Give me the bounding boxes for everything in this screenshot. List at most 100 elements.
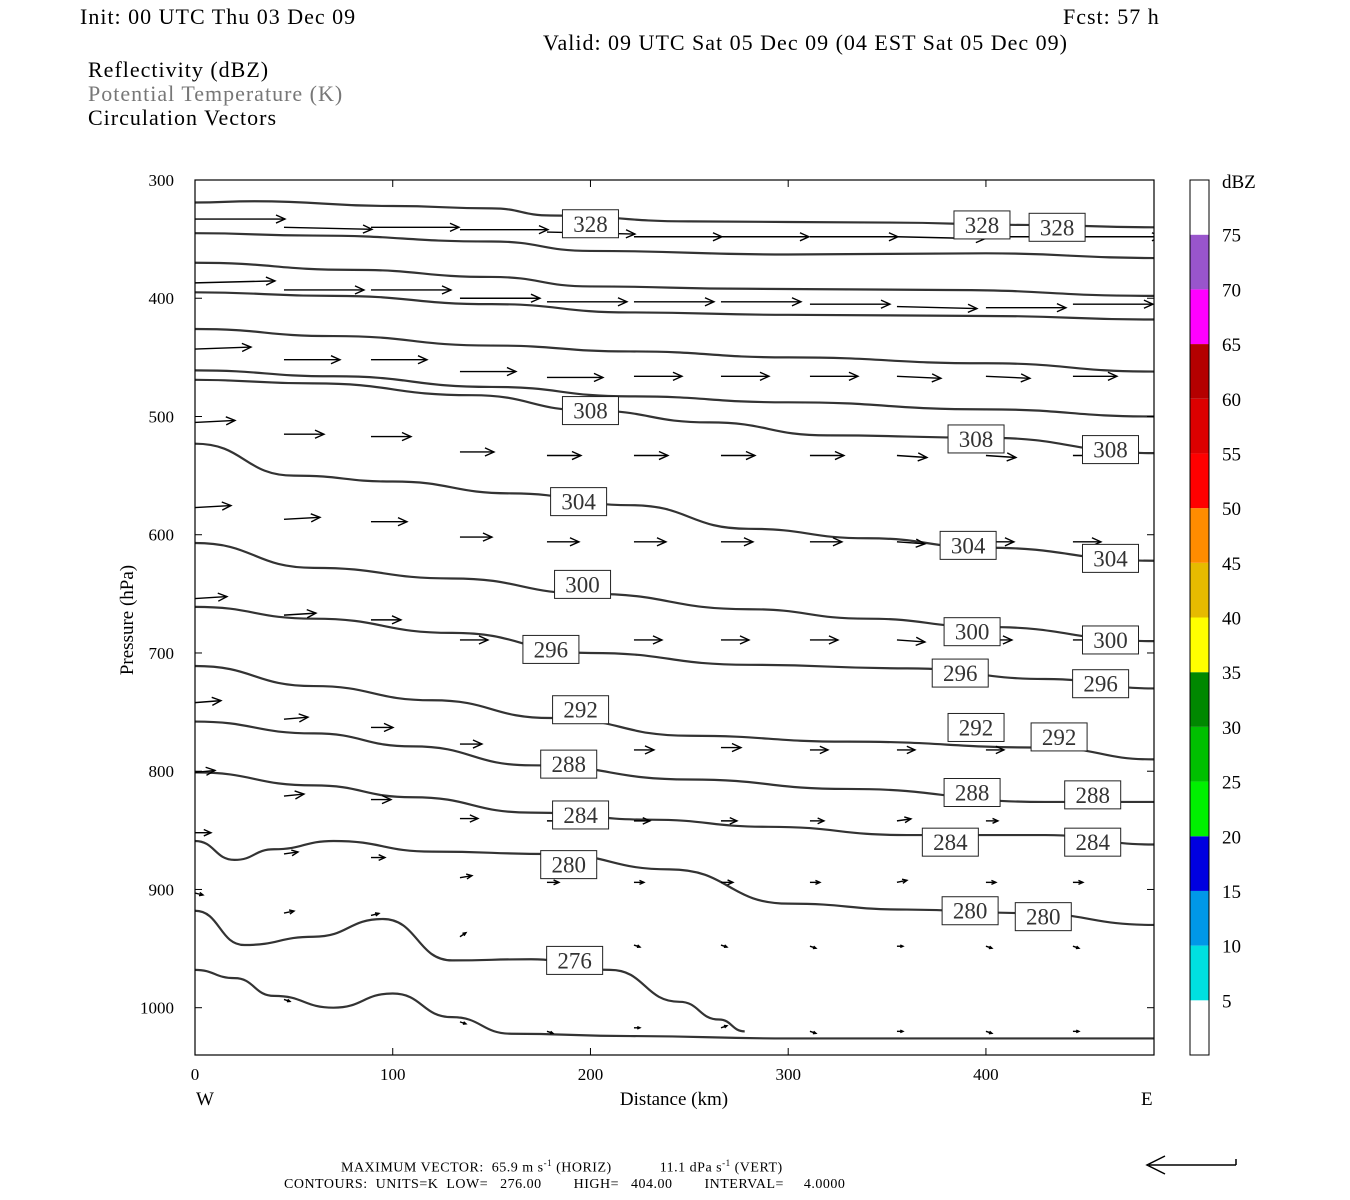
isentrope-308	[195, 378, 1154, 455]
circulation-vector	[1072, 232, 1154, 242]
max-vert-exp: -1	[722, 1158, 731, 1168]
contour-label: 308	[1093, 438, 1128, 463]
x-east-label: E	[1141, 1089, 1153, 1110]
vector-head	[658, 450, 670, 461]
contour-label: 292	[563, 698, 598, 723]
contour-label-box	[552, 695, 610, 725]
vector-head	[1002, 635, 1014, 645]
vector-head	[992, 817, 1000, 824]
circulation-vector	[459, 532, 494, 542]
circulation-vector	[720, 1024, 729, 1029]
contour-label-box	[953, 210, 1011, 240]
vector-head	[995, 745, 1006, 755]
contour-label-box	[1072, 669, 1130, 699]
vector-head	[731, 742, 743, 753]
circulation-vector	[720, 537, 755, 547]
circulation-vector	[809, 1030, 818, 1035]
contour-label: 296	[1083, 672, 1118, 697]
circulation-vector	[985, 452, 1018, 462]
y-tick-label: 600	[149, 526, 175, 545]
contour-label: 296	[534, 637, 569, 662]
colorbar-swatch	[1190, 726, 1209, 782]
vector-shaft	[283, 226, 372, 230]
colorbar-label: 60	[1222, 390, 1241, 411]
vector-shaft	[195, 699, 222, 704]
circulation-vector	[195, 342, 253, 353]
vector-head	[815, 879, 822, 886]
contour-label: 296	[943, 661, 978, 686]
colorbar-label: 25	[1222, 773, 1241, 794]
vector-head	[298, 713, 310, 723]
vector-shaft	[896, 818, 912, 822]
circulation-vector	[985, 745, 1006, 755]
contour-label: 292	[959, 715, 994, 740]
contour-label-box	[550, 487, 608, 517]
circulation-vector	[896, 538, 927, 548]
circulation-vector	[283, 790, 306, 800]
circulation-vector	[809, 635, 840, 645]
isentrope-line-2	[195, 261, 1154, 297]
vector-head	[506, 366, 518, 377]
vector-head	[1004, 537, 1016, 547]
vector-head	[906, 745, 917, 755]
vector-head	[828, 635, 840, 645]
vector-head	[812, 945, 818, 950]
circulation-vector	[283, 513, 322, 523]
field-reflectivity: Reflectivity (dBZ)	[88, 57, 270, 82]
colorbar-swatch	[1190, 289, 1209, 345]
isentrope-line-1	[195, 232, 1154, 260]
vector-head	[832, 537, 844, 547]
circulation-vector	[809, 879, 822, 886]
vector-head	[203, 828, 213, 837]
circulation-vector	[896, 452, 929, 462]
vector-shaft	[985, 375, 1030, 379]
vector-head	[848, 371, 860, 381]
circulation-vector	[459, 739, 484, 749]
max-vert-tail: (VERT)	[734, 1160, 783, 1176]
colorbar-label: 75	[1222, 226, 1241, 247]
contours-info: CONTOURS: UNITS=K LOW= 276.00 HIGH= 404.…	[284, 1177, 846, 1192]
vector-head	[401, 431, 413, 442]
contour-label-box	[1064, 780, 1122, 810]
x-tick-label: 200	[578, 1065, 604, 1084]
contour-label: 328	[1040, 215, 1075, 240]
vector-head	[1075, 1029, 1081, 1034]
y-tick-label: 500	[149, 407, 175, 426]
circulation-vector	[370, 431, 413, 442]
max-vector-line: MAXIMUM VECTOR: 65.9 m s-1 (HORIZ) 11.1 …	[341, 1158, 783, 1177]
vector-shaft	[195, 769, 216, 774]
contour-label-box	[540, 850, 598, 880]
vector-head	[241, 342, 253, 353]
colorbar-label: 10	[1222, 937, 1241, 958]
circulation-vector	[896, 1029, 905, 1034]
colorbar-swatch	[1190, 890, 1209, 946]
circulation-vector	[283, 224, 374, 234]
contour-label: 300	[565, 572, 600, 597]
contour-label-box	[522, 634, 580, 664]
vector-head	[644, 745, 656, 755]
vector-head	[354, 285, 366, 295]
circulation-vector	[896, 636, 927, 647]
circulation-vector	[283, 285, 366, 295]
vector-head	[915, 538, 927, 548]
circulation-vector	[546, 372, 605, 383]
colorbar-swatch	[1190, 344, 1209, 399]
vector-head	[482, 532, 494, 542]
vector-shaft	[896, 639, 925, 643]
vector-head	[704, 297, 716, 307]
vector-head	[652, 635, 664, 645]
valid-time: Valid: 09 UTC Sat 05 Dec 09 (04 EST Sat …	[543, 30, 1068, 55]
vector-head	[553, 879, 561, 886]
colorbar-swatch	[1190, 781, 1209, 837]
x-axis-label: Distance (km)	[620, 1089, 728, 1110]
circulation-vector	[195, 696, 223, 706]
vector-shaft	[195, 419, 236, 424]
colorbar-label: 70	[1222, 280, 1241, 301]
contour-label: 328	[573, 212, 608, 237]
contour-label: 284	[933, 830, 968, 855]
circulation-vector	[195, 592, 229, 602]
max-horiz-tail: (HORIZ)	[556, 1160, 612, 1176]
vector-head	[625, 229, 637, 239]
circulation-vector	[546, 1030, 555, 1035]
circulation-vector	[459, 293, 542, 303]
